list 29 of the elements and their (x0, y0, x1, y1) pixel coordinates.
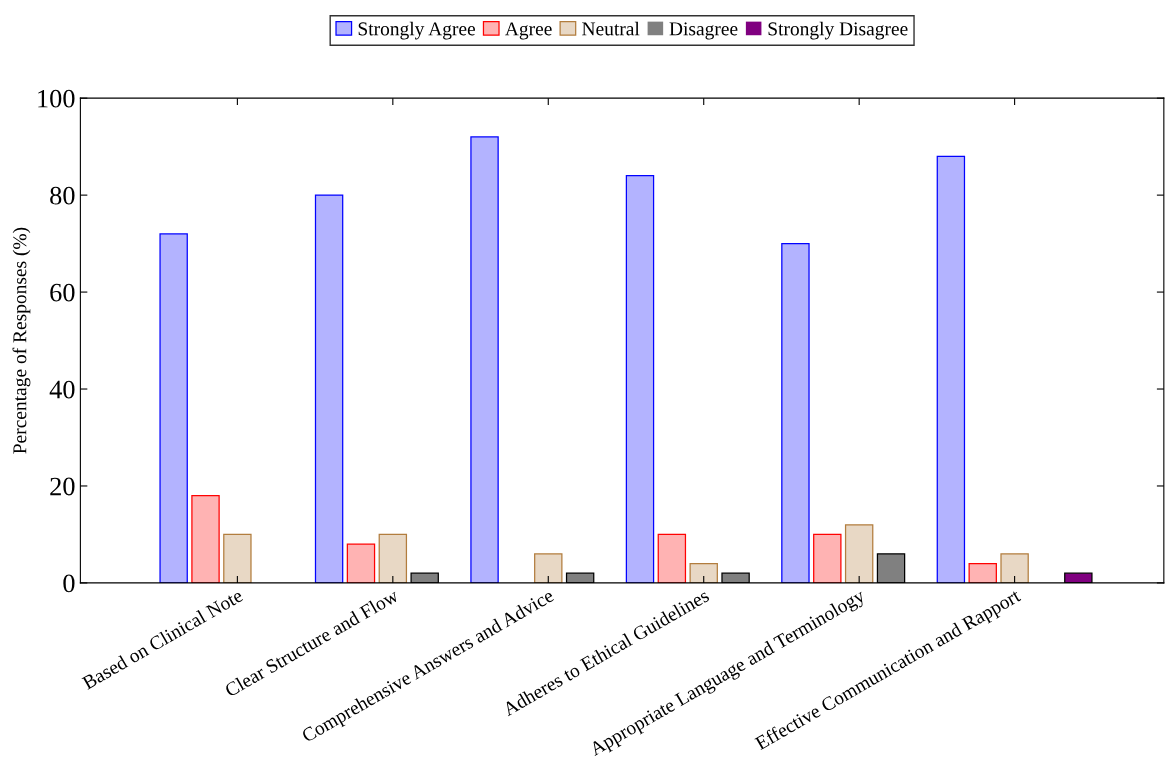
bar (534, 553, 563, 583)
bar (378, 533, 408, 583)
y-tick-label: 0 (63, 574, 75, 593)
y-tick-label: 80 (50, 186, 75, 205)
legend-label: Disagree (669, 22, 738, 40)
y-tick-label: 40 (49, 380, 75, 399)
bar (781, 242, 810, 583)
bar (314, 194, 344, 583)
bar (223, 533, 252, 583)
bar (625, 175, 655, 583)
y-tick-label: 20 (50, 477, 75, 496)
y-axis-title: Percentage of Responses (%) (12, 227, 31, 454)
bar (1000, 553, 1029, 583)
bar (844, 524, 874, 583)
bar (813, 533, 842, 583)
y-tick-label: 100 (38, 89, 75, 108)
bar (657, 533, 687, 583)
legend-label: Strongly Disagree (768, 21, 908, 40)
legend-label: Neutral (582, 21, 640, 36)
bar (936, 155, 966, 583)
bar (159, 233, 188, 583)
bar (689, 562, 718, 583)
bar (470, 136, 499, 583)
legend-label: Strongly Agree (358, 21, 476, 40)
bar (191, 495, 220, 583)
bar (346, 543, 376, 583)
y-tick-label: 60 (50, 283, 75, 302)
legend-label: Agree (505, 22, 552, 40)
bar (968, 562, 997, 583)
